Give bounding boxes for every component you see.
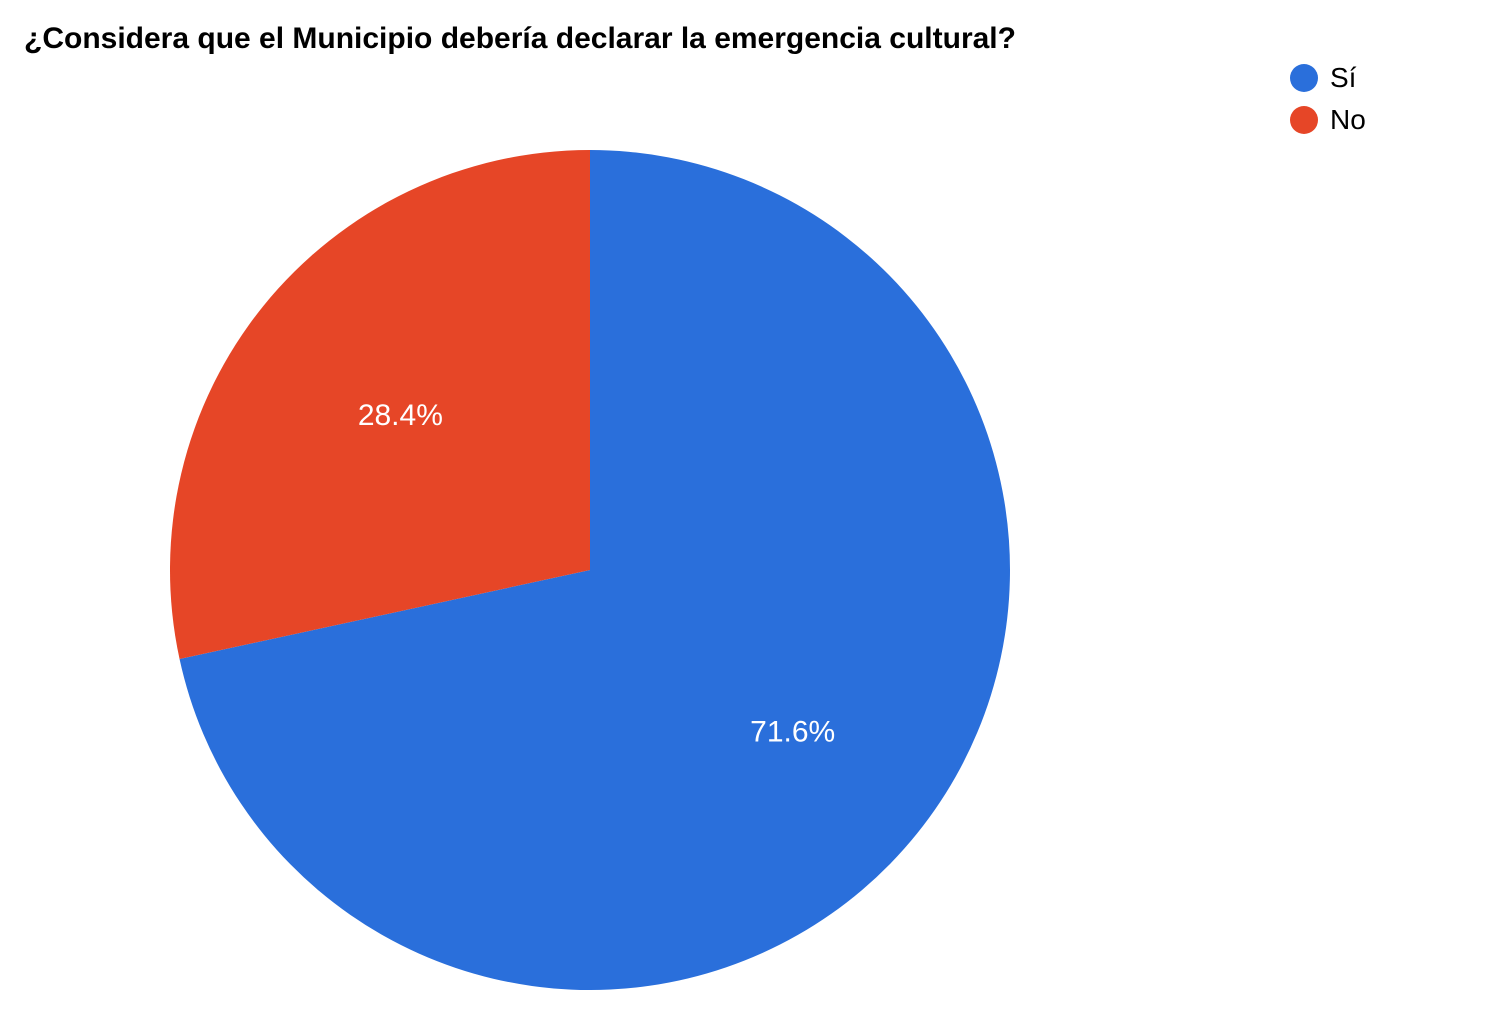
pie-svg: 71.6% 28.4% bbox=[170, 150, 1010, 990]
legend-item-0: Sí bbox=[1290, 62, 1366, 94]
legend-swatch-1 bbox=[1290, 106, 1318, 134]
legend-swatch-0 bbox=[1290, 64, 1318, 92]
chart-container: ¿Considera que el Municipio debería decl… bbox=[0, 0, 1500, 1028]
chart-title: ¿Considera que el Municipio debería decl… bbox=[24, 20, 1476, 58]
legend-item-1: No bbox=[1290, 104, 1366, 136]
legend: Sí No bbox=[1290, 62, 1366, 146]
pie-area: 71.6% 28.4% bbox=[170, 150, 1010, 990]
legend-label-1: No bbox=[1330, 104, 1366, 136]
pie-slice-label-1: 28.4% bbox=[358, 399, 443, 432]
legend-label-0: Sí bbox=[1330, 62, 1356, 94]
pie-slice-label-0: 71.6% bbox=[750, 715, 835, 748]
